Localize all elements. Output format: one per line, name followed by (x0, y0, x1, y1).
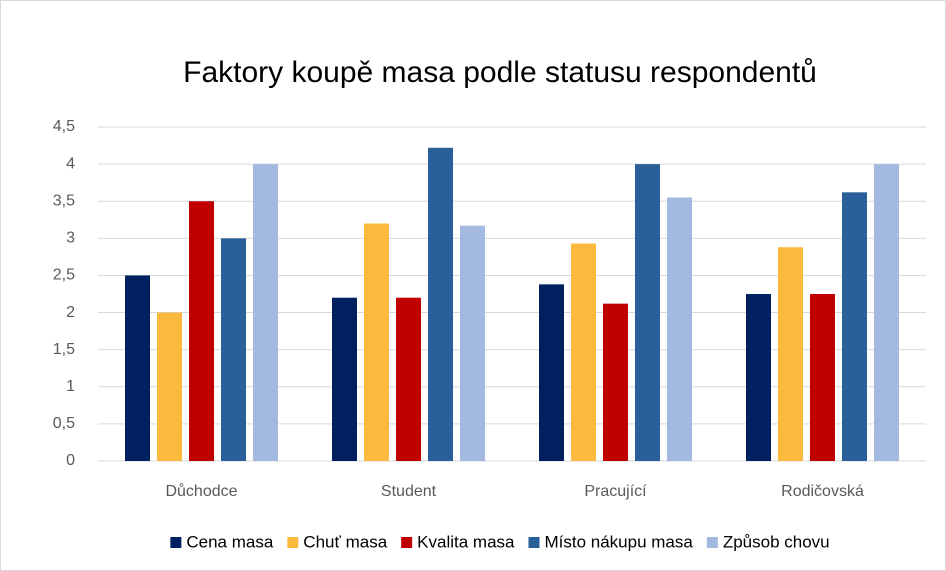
legend-swatch (528, 537, 540, 548)
y-tick-label: 3,5 (53, 192, 75, 209)
bar (746, 294, 771, 461)
y-tick-label: 2 (66, 304, 75, 321)
bar (125, 275, 150, 461)
legend-swatch (287, 537, 299, 548)
legend-label: Cena masa (186, 532, 273, 551)
bar (157, 312, 182, 461)
bar (539, 284, 564, 461)
y-tick-label: 4,5 (53, 118, 75, 135)
x-tick-label: Důchodce (165, 482, 237, 500)
bar (332, 297, 357, 461)
bar (428, 147, 453, 461)
y-tick-label: 4 (66, 155, 75, 172)
legend-label: Způsob chovu (723, 532, 830, 551)
legend-label: Kvalita masa (417, 532, 515, 551)
y-tick-label: 0,5 (53, 415, 75, 432)
legend-label: Místo nákupu masa (544, 532, 693, 551)
bar (842, 192, 867, 461)
legend-swatch (401, 537, 413, 548)
legend-swatch (706, 537, 718, 548)
bar (460, 225, 485, 461)
bar (810, 294, 835, 461)
y-tick-label: 1 (66, 378, 75, 395)
bar (364, 223, 389, 461)
chart-title: Faktory koupě masa podle statusu respond… (183, 56, 817, 89)
x-tick-label: Pracující (584, 483, 647, 500)
bar (571, 243, 596, 461)
bar (667, 197, 692, 461)
y-tick-label: 2,5 (53, 267, 75, 284)
bar (635, 164, 660, 461)
bar (189, 201, 214, 461)
bar (603, 303, 628, 461)
x-tick-label: Rodičovská (781, 483, 864, 500)
bar (253, 164, 278, 461)
bar (778, 247, 803, 461)
y-tick-label: 0 (66, 452, 75, 469)
bar (396, 297, 421, 461)
x-tick-label: Student (381, 483, 437, 500)
legend-swatch (170, 537, 182, 548)
y-tick-label: 3 (66, 230, 75, 247)
y-tick-label: 1,5 (53, 341, 75, 358)
legend-label: Chuť masa (303, 532, 387, 551)
bar (874, 164, 899, 461)
bar (221, 238, 246, 461)
